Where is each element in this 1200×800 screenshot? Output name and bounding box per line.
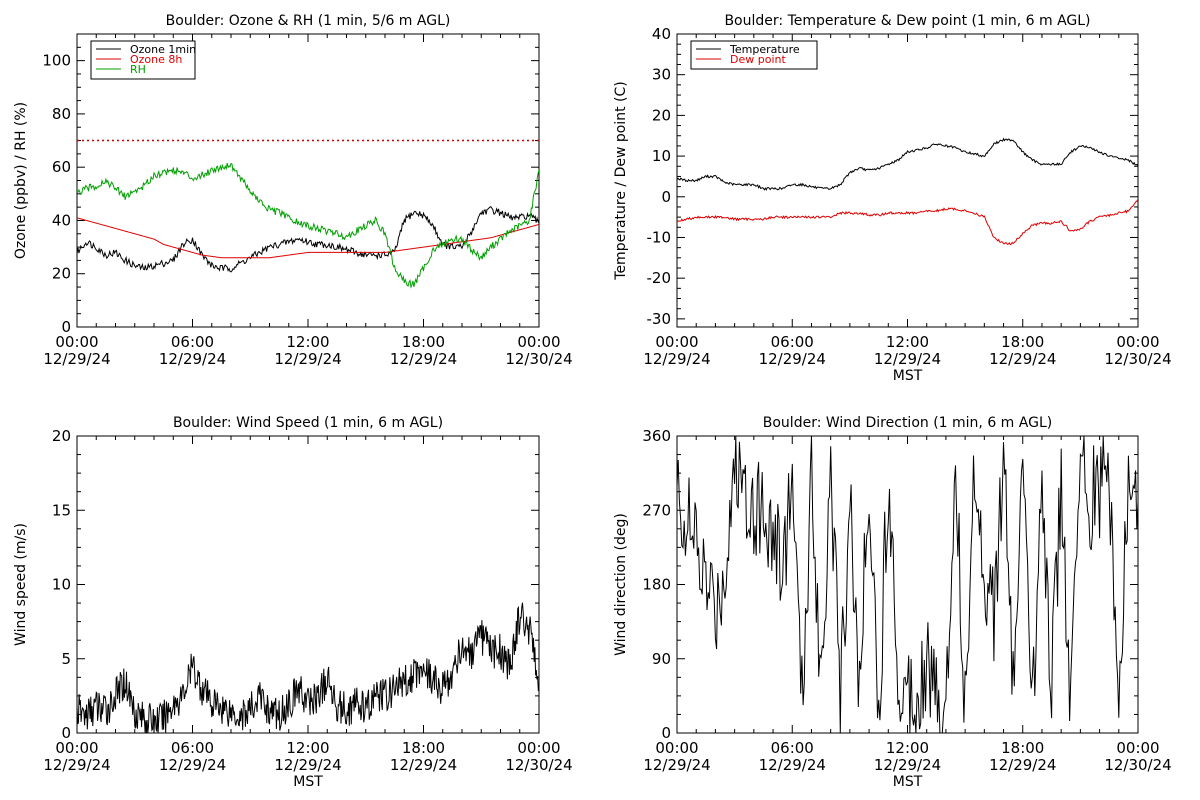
x-tick-date-label: 12/29/24 xyxy=(989,350,1056,368)
x-tick-date-label: 12/29/24 xyxy=(390,756,457,774)
y-tick-label: 40 xyxy=(52,211,71,229)
x-tick-date-label: 12/29/24 xyxy=(989,756,1056,774)
x-tick-date-label: 12/30/24 xyxy=(1104,756,1171,774)
x-tick-time-label: 00:00 xyxy=(517,333,560,351)
legend-entry: Ozone 8h xyxy=(130,53,182,66)
y-tick-label: 20 xyxy=(52,265,71,283)
series-line-series xyxy=(677,436,1138,733)
chart-title: Boulder: Wind Direction (1 min, 6 m AGL) xyxy=(763,415,1052,431)
x-tick-time-label: 00:00 xyxy=(55,739,98,757)
y-axis-label: Ozone (ppbv) / RH (%) xyxy=(13,102,29,259)
x-tick-time-label: 00:00 xyxy=(655,739,698,757)
legend-box xyxy=(90,40,196,80)
y-tick-label: 0 xyxy=(61,724,71,742)
y-tick-label: 30 xyxy=(652,66,671,84)
x-tick-time-label: 06:00 xyxy=(771,739,814,757)
x-tick-date-label: 12/29/24 xyxy=(43,350,110,368)
x-tick-time-label: 00:00 xyxy=(1116,333,1159,351)
x-tick-date-label: 12/29/24 xyxy=(759,350,826,368)
legend-entry: RH xyxy=(130,63,146,76)
y-axis-label: Temperature / Dew point (C) xyxy=(613,81,629,280)
x-tick-time-label: 00:00 xyxy=(517,739,560,757)
x-tick-time-label: 18:00 xyxy=(402,739,445,757)
y-tick-label: 0 xyxy=(61,318,71,336)
x-tick-time-label: 12:00 xyxy=(886,333,929,351)
y-tick-label: 5 xyxy=(61,650,71,668)
x-tick-date-label: 12/29/24 xyxy=(759,756,826,774)
x-tick-time-label: 00:00 xyxy=(1116,739,1159,757)
x-tick-time-label: 06:00 xyxy=(171,333,214,351)
x-tick-date-label: 12/30/24 xyxy=(505,350,572,368)
x-tick-date-label: 12/29/24 xyxy=(643,350,710,368)
legend-entry: Temperature xyxy=(729,43,800,56)
chart-title: Boulder: Wind Speed (1 min, 6 m AGL) xyxy=(173,415,443,431)
legend-box xyxy=(690,40,818,70)
x-tick-time-label: 18:00 xyxy=(1001,333,1044,351)
y-axis-label: Wind direction (deg) xyxy=(613,513,629,656)
y-tick-label: 40 xyxy=(652,25,671,43)
legend-entry: Ozone 1min xyxy=(130,43,196,56)
x-tick-time-label: 12:00 xyxy=(886,739,929,757)
y-tick-label: 10 xyxy=(652,147,671,165)
x-tick-time-label: 06:00 xyxy=(771,333,814,351)
y-tick-label: 90 xyxy=(652,650,671,668)
wind-direction-panel: Boulder: Wind Direction (1 min, 6 m AGL)… xyxy=(613,415,1172,790)
y-tick-label: 15 xyxy=(52,501,71,519)
plot-area xyxy=(77,139,539,289)
x-tick-date-label: 12/30/24 xyxy=(505,756,572,774)
y-tick-label: 20 xyxy=(652,106,671,124)
x-tick-time-label: 12:00 xyxy=(286,739,329,757)
chart-title: Boulder: Ozone & RH (1 min, 5/6 m AGL) xyxy=(166,13,451,29)
plot-area xyxy=(77,602,539,733)
x-tick-date-label: 12/29/24 xyxy=(274,350,341,368)
plot-area xyxy=(677,137,1138,246)
temperature-dewpoint-panel: Boulder: Temperature & Dew point (1 min,… xyxy=(613,13,1172,384)
wind-speed-panel: Boulder: Wind Speed (1 min, 6 m AGL) 0 5 10… xyxy=(13,415,573,790)
x-tick-time-label: 12:00 xyxy=(286,333,329,351)
x-tick-date-label: 12/29/24 xyxy=(874,350,941,368)
series-line-dew-point xyxy=(677,198,1138,246)
y-tick-label: -10 xyxy=(647,228,672,246)
x-axis-label: MST xyxy=(893,368,923,384)
x-tick-date-label: 12/30/24 xyxy=(1104,350,1171,368)
chart-title: Boulder: Temperature & Dew point (1 min,… xyxy=(724,13,1090,29)
y-tick-label: 100 xyxy=(42,52,71,70)
series-line-rh xyxy=(77,162,539,289)
x-tick-date-label: 12/29/24 xyxy=(874,756,941,774)
x-tick-date-label: 12/29/24 xyxy=(43,756,110,774)
x-tick-date-label: 12/29/24 xyxy=(159,350,226,368)
series-line-ozone-1min xyxy=(77,206,539,273)
x-tick-date-label: 12/29/24 xyxy=(390,350,457,368)
y-axis-label: Wind speed (m/s) xyxy=(13,523,29,646)
series-line-series xyxy=(77,602,539,733)
x-tick-date-label: 12/29/24 xyxy=(159,756,226,774)
x-tick-date-label: 12/29/24 xyxy=(274,756,341,774)
x-tick-time-label: 18:00 xyxy=(1001,739,1044,757)
x-tick-date-label: 12/29/24 xyxy=(643,756,710,774)
legend-entry: Dew point xyxy=(730,53,786,66)
x-tick-time-label: 06:00 xyxy=(171,739,214,757)
y-tick-label: 270 xyxy=(642,501,671,519)
y-tick-label: 20 xyxy=(52,427,71,445)
y-tick-label: 0 xyxy=(661,188,671,206)
y-tick-label: 0 xyxy=(661,724,671,742)
y-tick-label: 80 xyxy=(52,105,71,123)
x-tick-time-label: 00:00 xyxy=(55,333,98,351)
series-line-temperature xyxy=(677,137,1138,191)
y-tick-label: 180 xyxy=(642,576,671,594)
y-tick-label: 360 xyxy=(642,427,671,445)
x-axis-label: MST xyxy=(293,774,323,790)
y-tick-label: 60 xyxy=(52,158,71,176)
x-tick-time-label: 18:00 xyxy=(402,333,445,351)
x-axis-label: MST xyxy=(893,774,923,790)
ozone-rh-panel: Boulder: Ozone & RH (1 min, 5/6 m AGL) 0 2… xyxy=(13,13,573,368)
plot-area xyxy=(677,436,1138,733)
plot-frame xyxy=(676,33,1139,328)
x-tick-time-label: 00:00 xyxy=(655,333,698,351)
y-tick-label: -20 xyxy=(647,269,672,287)
y-tick-label: 10 xyxy=(52,576,71,594)
y-tick-label: -30 xyxy=(647,310,672,328)
